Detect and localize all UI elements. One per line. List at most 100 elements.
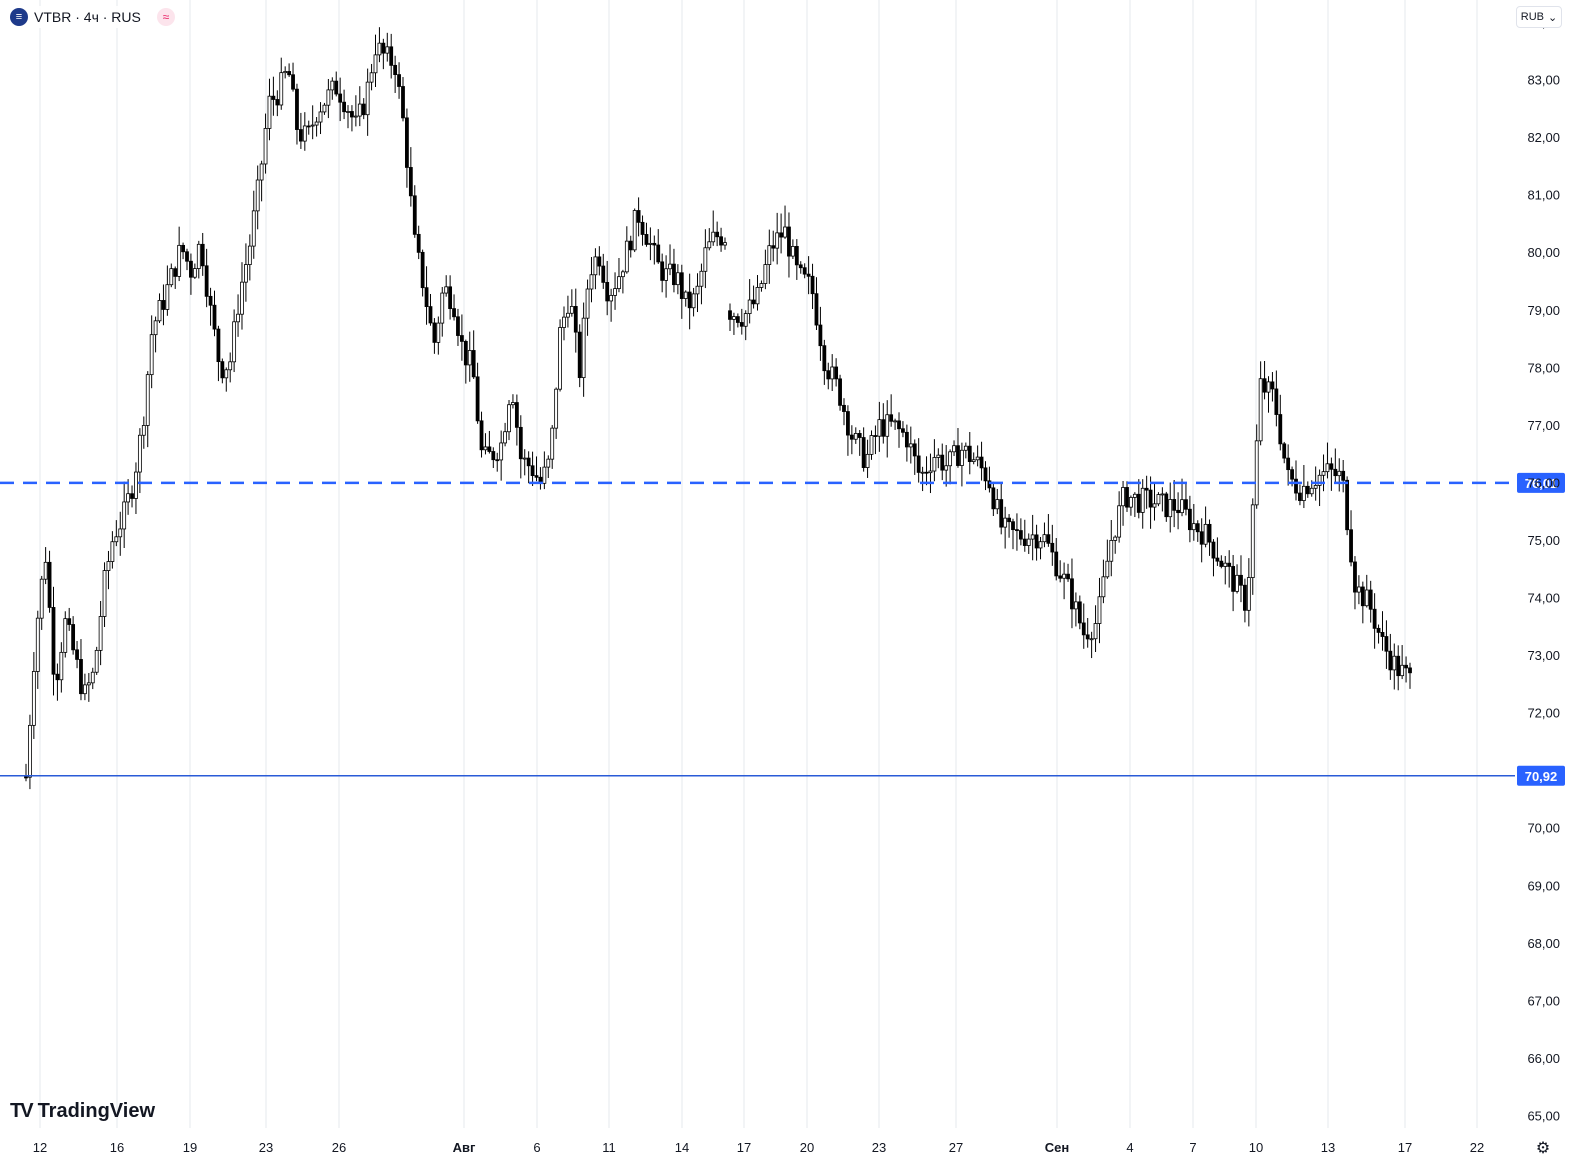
y-tick-label: 65,00 [1527, 1108, 1560, 1123]
x-tick-label: Авг [453, 1140, 476, 1155]
candle-body [424, 287, 429, 307]
chart-header[interactable]: ≡ VTBR · 4ч · RUS ≈ [6, 6, 179, 28]
wave-icon[interactable]: ≈ [156, 8, 175, 26]
candle-body [1309, 487, 1314, 495]
candle-body [322, 104, 327, 113]
candle-body [181, 244, 185, 253]
candle-body [236, 313, 240, 323]
candle-body [71, 624, 76, 651]
candle-body [220, 361, 225, 379]
candle-body [302, 125, 307, 142]
candle-body [471, 350, 476, 378]
candle-body [110, 541, 115, 562]
candle-body [956, 445, 960, 466]
candle-body [130, 493, 134, 499]
candle-body [656, 244, 661, 263]
candle-body [636, 210, 641, 223]
candle-body [208, 295, 213, 306]
candle-body [1058, 575, 1063, 579]
candle-body [1034, 534, 1039, 549]
candle-body [240, 281, 244, 315]
candle-body [361, 103, 366, 116]
candle-body [428, 306, 433, 324]
currency-selector[interactable]: RUB ⌄ [1516, 6, 1562, 28]
candle-body [401, 86, 405, 119]
candle-body [901, 428, 905, 433]
candle-body [1227, 562, 1232, 567]
list-icon[interactable]: ≡ [10, 8, 28, 26]
y-tick-label: 75,00 [1527, 533, 1560, 548]
x-tick-label: 17 [1398, 1140, 1412, 1155]
x-tick-label: 16 [110, 1140, 124, 1155]
candle-body [94, 649, 99, 673]
candle-body [385, 46, 390, 54]
candle-body [652, 242, 657, 246]
gear-icon[interactable]: ⚙ [1535, 1140, 1551, 1157]
candle-body [1239, 574, 1243, 586]
candle-body [558, 327, 562, 390]
candle-body [507, 404, 511, 433]
candle-body [342, 101, 346, 113]
price-line-label-bg [1517, 765, 1565, 786]
x-tick-label: 12 [33, 1140, 47, 1155]
candle-body [609, 294, 614, 302]
candle-body [75, 649, 79, 660]
candle-body [554, 388, 559, 429]
candle-body [679, 272, 684, 299]
candle-body [1286, 457, 1291, 471]
candle-body [165, 284, 170, 310]
candle-body [271, 95, 276, 100]
candle-body [47, 561, 52, 608]
candle-body [683, 291, 688, 299]
candle-body [1050, 542, 1055, 553]
candle-body [857, 433, 862, 438]
candle-body [924, 471, 929, 474]
candle-body [566, 312, 570, 318]
x-tick-label: 7 [1189, 1140, 1196, 1155]
candle-body [503, 431, 507, 444]
candle-body [1176, 509, 1180, 514]
candle-body [1187, 508, 1192, 531]
candle-body [338, 93, 343, 103]
symbol-title[interactable]: VTBR · 4ч · RUS [34, 9, 141, 25]
candle-body [456, 316, 460, 336]
candle-body [967, 445, 972, 462]
chevron-down-icon: ⌄ [1548, 11, 1558, 24]
candle-body [518, 426, 523, 460]
candle-body [1073, 601, 1078, 610]
candle-body [1093, 623, 1098, 640]
candle-body [893, 420, 897, 423]
candle-body [1274, 388, 1279, 415]
candle-body [1117, 505, 1122, 538]
candle-body [259, 163, 264, 181]
y-tick-label: 70,00 [1527, 821, 1560, 836]
candle-body [975, 456, 980, 461]
candle-body [842, 404, 846, 412]
candle-body [991, 487, 996, 510]
candle-body [1258, 378, 1263, 442]
currency-label: RUB [1520, 11, 1544, 23]
candle-body [255, 179, 260, 212]
candle-body [267, 95, 272, 129]
tradingview-logo[interactable]: TV TradingView [10, 1100, 155, 1123]
candle-body [98, 616, 103, 651]
candle-body [573, 306, 578, 333]
candle-body [1168, 499, 1173, 518]
candle-body [1003, 517, 1008, 528]
candle-body [644, 234, 649, 245]
candle-body [495, 459, 500, 462]
candle-body [747, 299, 752, 314]
candle-body [232, 321, 237, 363]
candle-body [126, 493, 131, 503]
candle-body [1254, 440, 1259, 506]
candle-body [204, 265, 209, 297]
candle-body [908, 443, 913, 448]
x-tick-label: 10 [1249, 1140, 1263, 1155]
candle-body [601, 265, 606, 283]
candle-body [1160, 493, 1165, 496]
candle-body [1368, 589, 1373, 610]
candle-body [102, 570, 107, 617]
candle-body [771, 245, 776, 249]
